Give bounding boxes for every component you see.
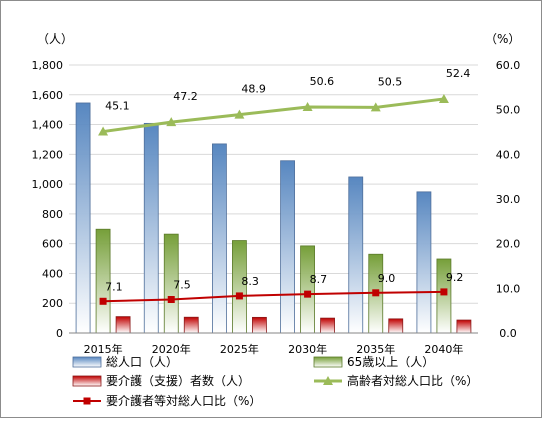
data-label: 7.5 <box>173 279 191 292</box>
category-label: 2020年 <box>152 342 191 356</box>
left-tick-label: 0 <box>56 327 63 340</box>
bar-3 <box>252 316 267 334</box>
triangle-marker <box>438 93 449 103</box>
triangle-marker <box>98 126 109 136</box>
legend-swatch <box>72 375 102 387</box>
series-line-1 <box>102 97 445 134</box>
bar-1 <box>280 160 295 334</box>
data-label: 7.1 <box>105 280 123 293</box>
left-tick-label: 1,400 <box>32 119 64 132</box>
left-tick-label: 1,000 <box>32 178 64 191</box>
category-label: 2015年 <box>84 342 123 356</box>
right-axis-ticks: 0.0 10.0 20.0 30.0 40.0 50.0 60.0 <box>496 59 521 340</box>
triangle-marker <box>166 117 177 127</box>
data-label: 8.7 <box>310 273 328 286</box>
category-label: 2025年 <box>220 342 259 356</box>
right-tick-label: 60.0 <box>496 59 521 72</box>
legend-swatch <box>72 356 102 368</box>
triangle-marker <box>302 101 313 111</box>
left-axis-ticks: 0 200 400 600 800 1,000 1,200 1,400 1,600 1,800 <box>32 59 64 340</box>
right-tick-label: 10.0 <box>496 282 521 295</box>
bar-3 <box>320 317 335 334</box>
gridlines <box>69 64 478 334</box>
right-axis-unit: （%） <box>485 32 520 46</box>
data-label: 50.5 <box>378 75 403 88</box>
bar-1 <box>212 143 227 334</box>
bar-3 <box>388 318 404 334</box>
legend-label: 高齢者対総人口比（%） <box>347 373 478 388</box>
left-axis-unit: （人） <box>37 32 73 46</box>
bar-2 <box>300 245 315 334</box>
data-label: 45.1 <box>105 100 130 113</box>
legend-marker <box>323 376 333 385</box>
legend-label: 65歳以上（人） <box>347 355 434 369</box>
right-tick-label: 30.0 <box>496 193 521 206</box>
left-tick-label: 1,800 <box>32 59 64 72</box>
bar-3 <box>115 316 131 334</box>
bar-1 <box>348 176 364 334</box>
data-label: 48.9 <box>241 83 266 96</box>
category-labels: 2015年 2020年 2025年 2030年 2035年 2040年 <box>84 342 464 356</box>
right-tick-label: 40.0 <box>496 148 521 161</box>
category-label: 2035年 <box>356 342 395 356</box>
left-tick-label: 600 <box>42 238 63 251</box>
square-marker <box>372 289 380 297</box>
bar-3 <box>183 316 199 334</box>
data-label: 52.4 <box>446 67 471 80</box>
left-tick-label: 400 <box>42 267 63 280</box>
bar-1 <box>416 191 432 334</box>
bar-3 <box>456 319 472 334</box>
legend-swatch <box>313 356 343 368</box>
bar-1 <box>143 122 159 334</box>
right-tick-label: 50.0 <box>496 104 521 117</box>
data-label: 9.2 <box>446 271 464 284</box>
category-label: 2030年 <box>288 342 327 356</box>
right-tick-label: 20.0 <box>496 238 521 251</box>
data-label: 50.6 <box>310 75 335 88</box>
data-label: 47.2 <box>173 90 198 103</box>
square-marker <box>304 290 312 298</box>
category-label: 2040年 <box>424 342 463 356</box>
series-line-2 <box>103 290 444 303</box>
left-tick-label: 200 <box>42 297 63 310</box>
square-marker <box>440 288 448 296</box>
bar-1 <box>75 102 91 334</box>
legend-label: 要介護（支援）者数（人） <box>106 373 250 388</box>
left-tick-label: 800 <box>42 208 63 221</box>
data-label: 9.0 <box>378 272 396 285</box>
line-series: 45.1 47.2 48.9 50.6 50.5 52.4 7.1 7.5 8.3 8.7 9.0 9… <box>98 67 470 305</box>
legend: 総人口（人） 65歳以上（人） 要介護（支援）者数（人） 高齢者対総人口比（%） 要介護… <box>72 355 478 408</box>
square-marker <box>167 296 175 303</box>
legend-marker <box>83 397 91 405</box>
square-marker <box>99 297 107 305</box>
left-tick-label: 1,200 <box>32 148 64 161</box>
legend-label: 総人口（人） <box>106 355 178 369</box>
bar-series <box>75 102 472 334</box>
right-tick-label: 0.0 <box>499 327 517 340</box>
data-label: 8.3 <box>241 275 259 288</box>
triangle-marker <box>370 102 381 112</box>
legend-label: 要介護者等対総人口比（%） <box>106 393 261 408</box>
left-tick-label: 1,600 <box>32 89 64 102</box>
triangle-marker <box>234 109 245 119</box>
square-marker <box>235 292 243 300</box>
